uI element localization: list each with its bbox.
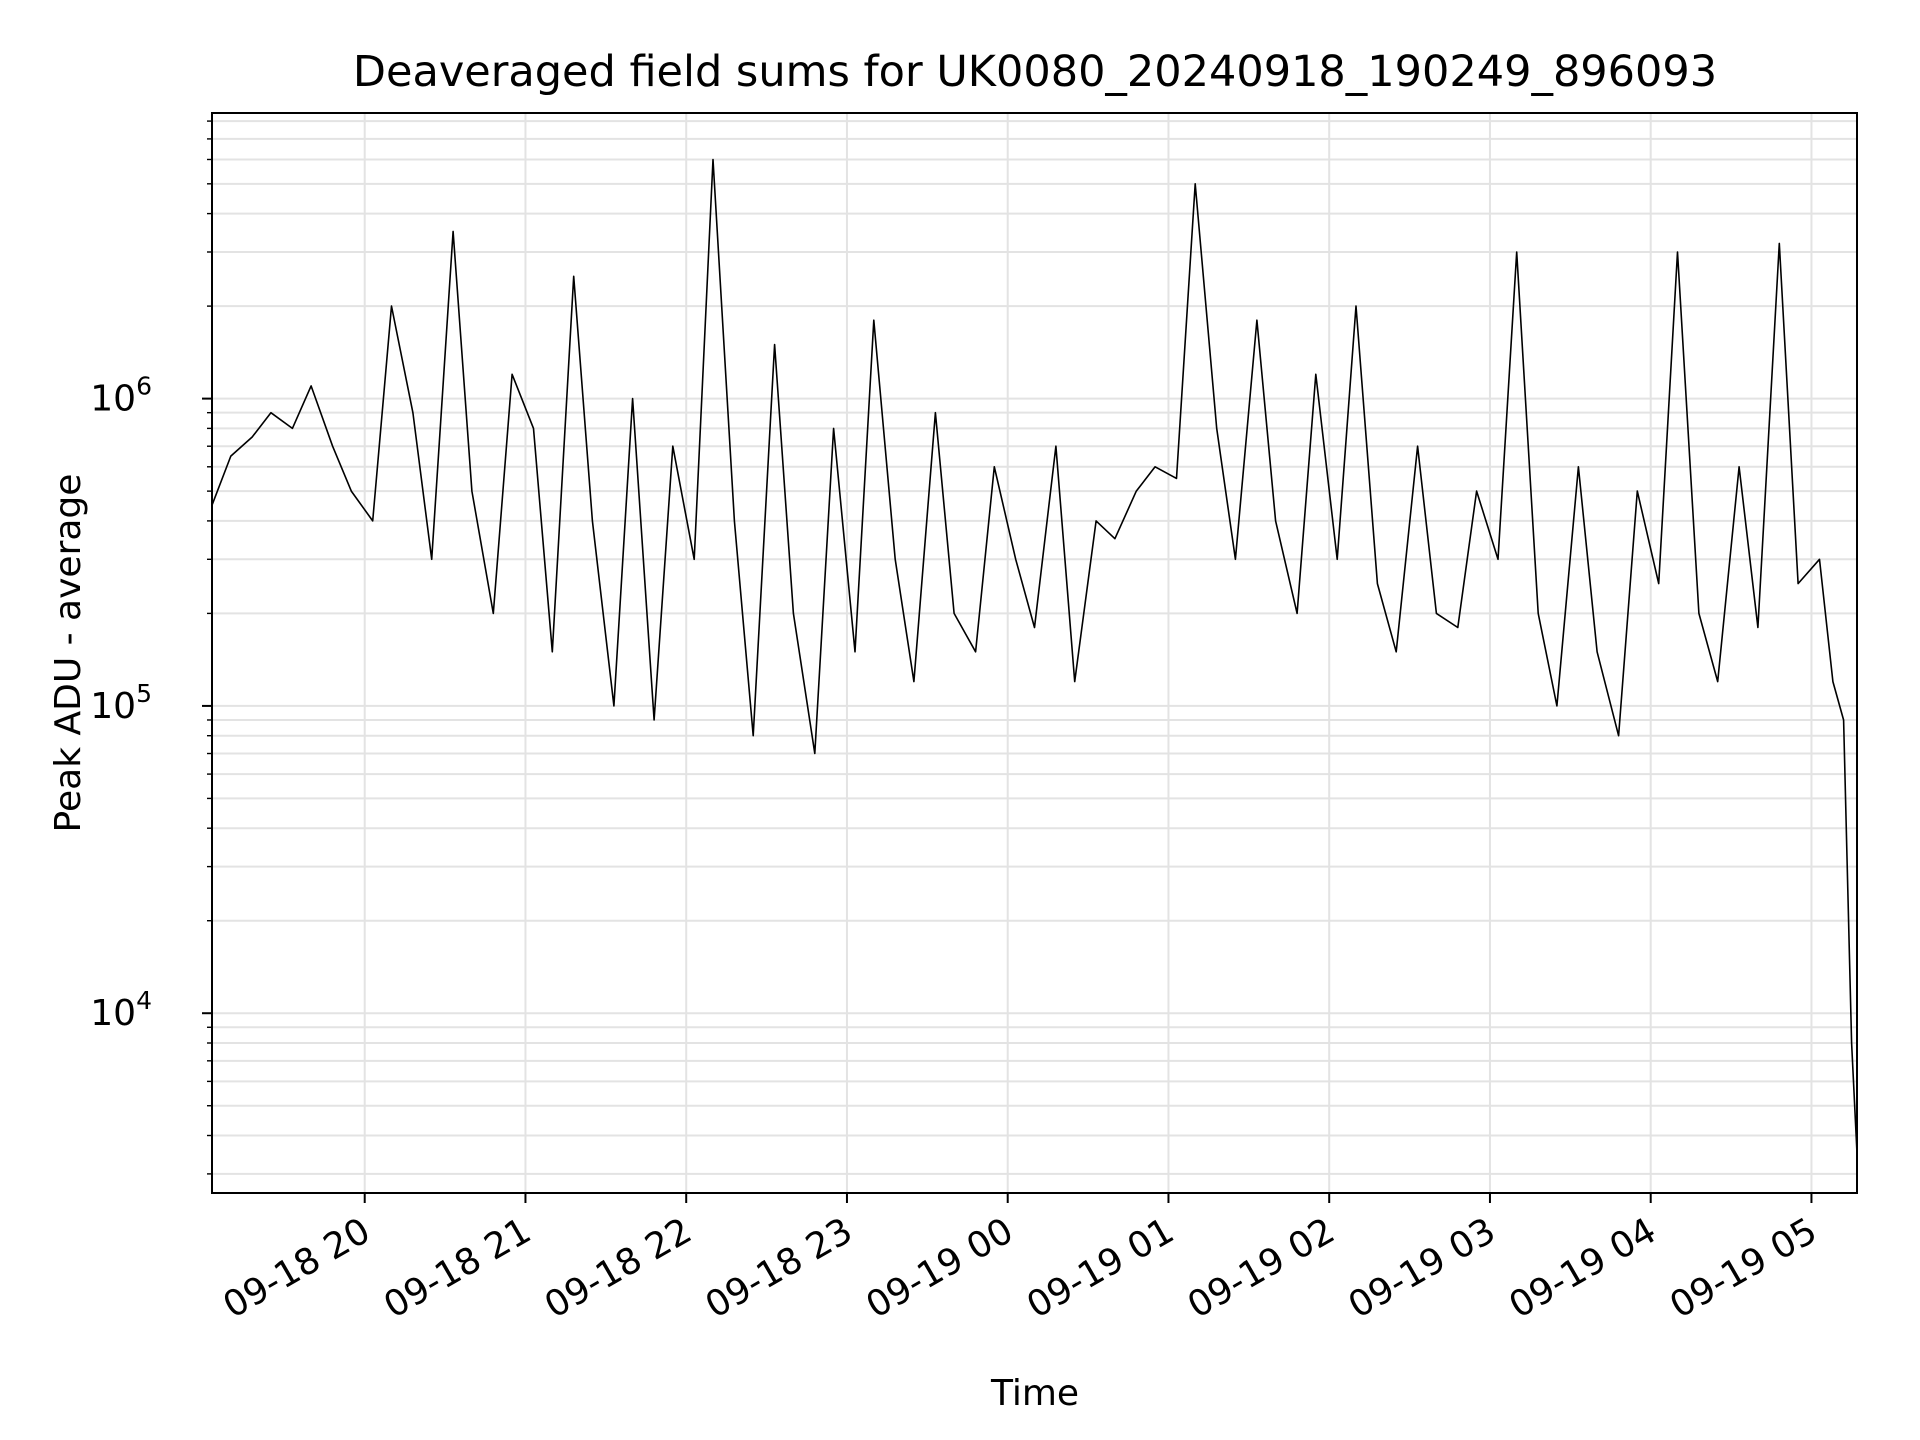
x-axis-label: Time	[990, 1373, 1079, 1414]
y-tick-label: 106	[90, 372, 152, 420]
y-tick-label: 105	[90, 679, 152, 727]
series-line	[211, 158, 1858, 1154]
grid-layer	[212, 113, 1857, 1193]
series-layer	[211, 158, 1858, 1154]
chart-title: Deaveraged field sums for UK0080_2024091…	[353, 47, 1717, 97]
y-tick-label: 104	[90, 986, 152, 1034]
y-axis-label: Peak ADU - average	[48, 474, 89, 833]
plot-frame	[211, 112, 1858, 1194]
